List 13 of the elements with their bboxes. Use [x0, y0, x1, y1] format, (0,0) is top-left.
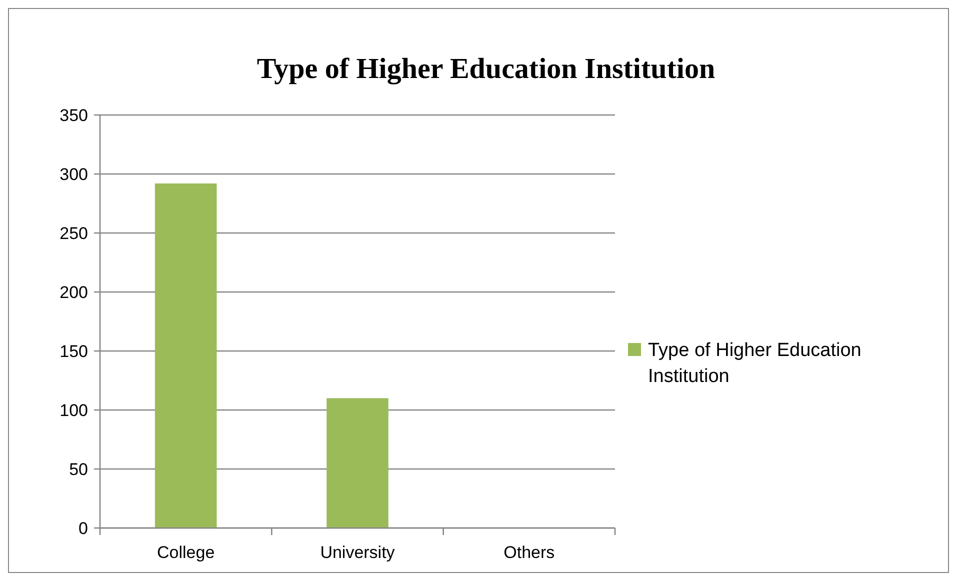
- y-tick-label: 50: [69, 460, 88, 479]
- y-tick-label: 150: [60, 342, 88, 361]
- x-tick-label: University: [320, 543, 396, 562]
- legend-label: Type of Higher Education Institution: [648, 340, 862, 387]
- y-tick-label: 300: [60, 164, 88, 184]
- x-tick-label: Others: [504, 543, 555, 562]
- y-tick-label: 350: [60, 106, 88, 125]
- y-tick-label: 250: [60, 224, 88, 243]
- x-tick-label: College: [157, 543, 215, 562]
- y-tick-label: 0: [78, 518, 88, 538]
- y-tick-label: 100: [60, 400, 88, 420]
- chart-title: Type of Higher Education Institution: [256, 53, 716, 85]
- y-tick-label: 200: [60, 282, 88, 302]
